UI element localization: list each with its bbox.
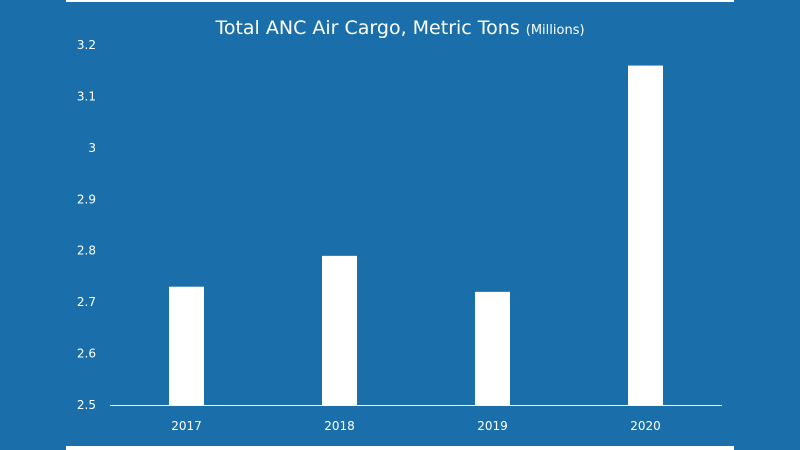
bar-2020 xyxy=(628,65,663,406)
y-tick-label: 3 xyxy=(88,141,96,155)
chart-title: Total ANC Air Cargo, Metric Tons (Millio… xyxy=(0,17,800,39)
x-tick-label: 2020 xyxy=(630,419,661,433)
y-tick-label: 2.7 xyxy=(77,295,96,309)
top-rule xyxy=(66,0,734,2)
chart-title-text: Total ANC Air Cargo, Metric Tons xyxy=(215,17,520,39)
x-tick-label: 2017 xyxy=(171,419,202,433)
y-tick-label: 3.1 xyxy=(77,89,96,103)
y-tick-label: 2.6 xyxy=(77,347,96,361)
bar-2019 xyxy=(475,291,510,405)
bar-2018 xyxy=(322,255,357,405)
y-tick-label: 2.5 xyxy=(77,398,96,412)
y-tick-label: 3.2 xyxy=(77,38,96,52)
y-tick-label: 2.8 xyxy=(77,244,96,258)
y-tick-label: 2.9 xyxy=(77,192,96,206)
bottom-rule xyxy=(66,446,734,450)
x-tick-label: 2018 xyxy=(324,419,355,433)
x-tick-label: 2019 xyxy=(477,419,508,433)
bar-2017 xyxy=(169,286,204,405)
chart-title-unit: (Millions) xyxy=(525,23,585,38)
